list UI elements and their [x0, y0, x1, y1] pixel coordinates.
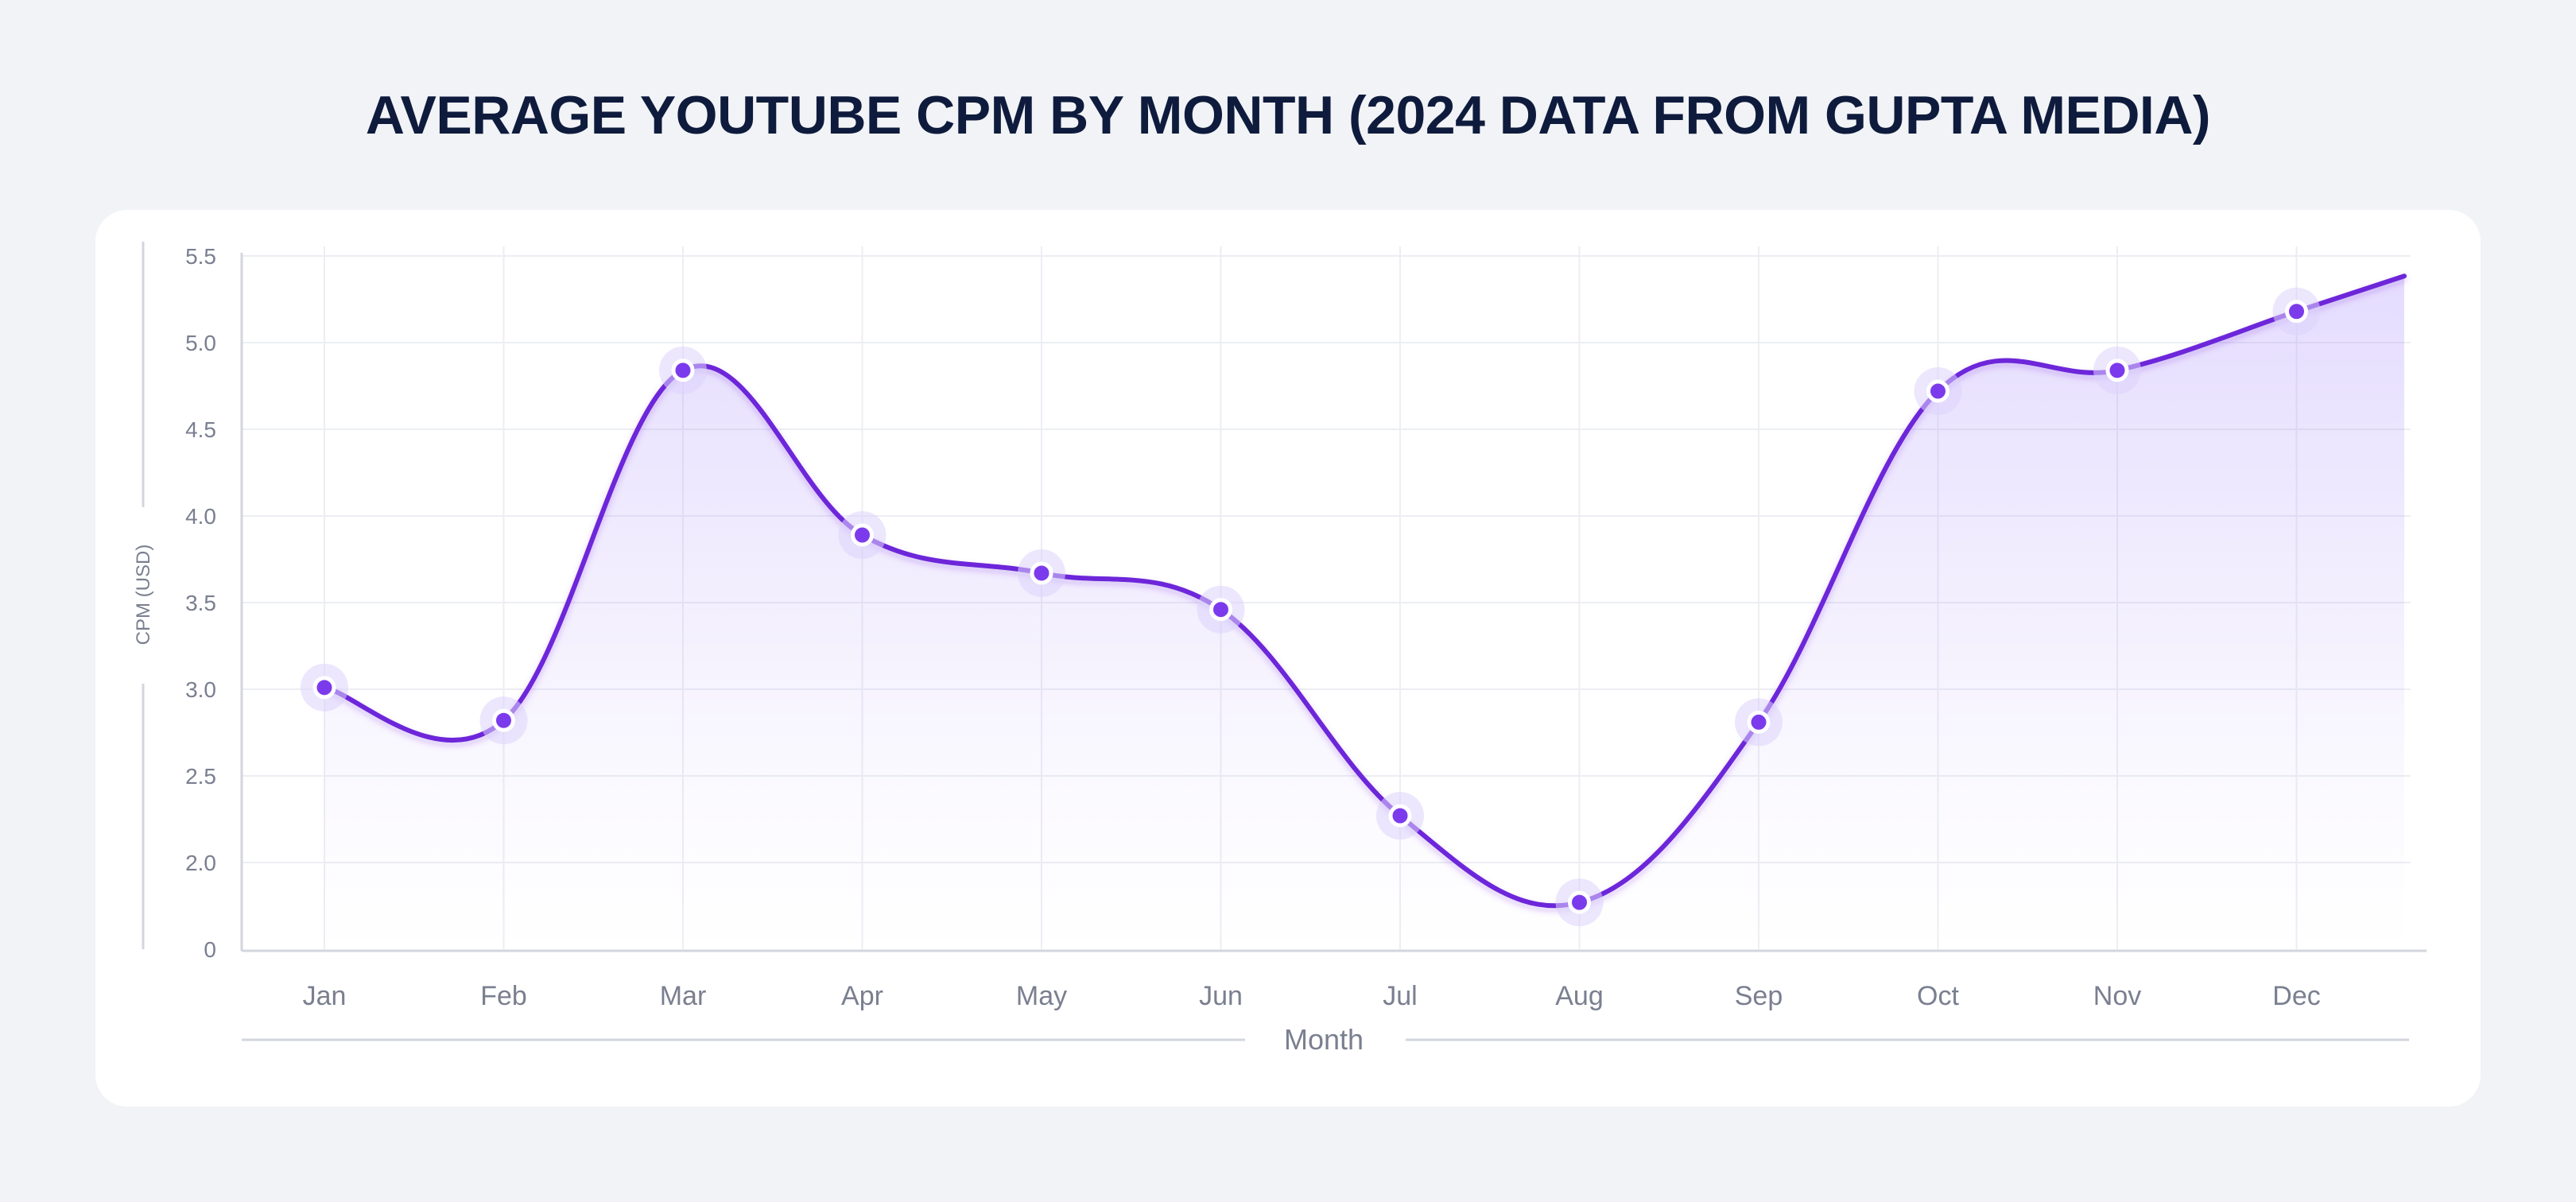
x-axis-title: Month: [1284, 1023, 1364, 1056]
data-point-nov[interactable]: [2093, 346, 2141, 394]
chart-title: AVERAGE YOUTUBE CPM BY MONTH (2024 DATA …: [365, 85, 2211, 145]
data-point-jul[interactable]: [1376, 792, 1424, 840]
data-point-feb[interactable]: [479, 696, 528, 745]
axis-titles: CPM (USD) Month: [133, 242, 2409, 1056]
x-tick-label-may: May: [1016, 981, 1067, 1011]
x-tick-label-sep: Sep: [1735, 981, 1783, 1011]
area-fill: [324, 276, 2404, 949]
x-tick-label-dec: Dec: [2272, 981, 2320, 1011]
data-point-apr[interactable]: [838, 510, 886, 559]
data-point-marker: [1209, 598, 1232, 622]
data-point-oct[interactable]: [1914, 367, 1962, 416]
x-tick-label-feb: Feb: [480, 981, 527, 1011]
series-line: [322, 273, 2407, 909]
data-point-dec[interactable]: [2272, 287, 2321, 335]
data-point-marker: [312, 676, 336, 700]
data-point-marker: [2105, 359, 2129, 382]
y-tick-label-8: 5.5: [185, 244, 216, 269]
x-tick-labels: Jan Feb Mar Apr May Jun Jul Aug Sep Oct Nov Dec: [303, 981, 2321, 1011]
x-tick-label-apr: Apr: [841, 981, 883, 1011]
axes: [240, 253, 2427, 952]
x-tick-label-mar: Mar: [660, 981, 707, 1011]
data-point-marker: [1030, 561, 1053, 585]
data-point-may[interactable]: [1018, 549, 1065, 597]
y-tick-label-0: 0: [204, 937, 216, 962]
data-point-marker: [1926, 379, 1949, 403]
data-point-aug[interactable]: [1555, 878, 1604, 927]
x-tick-label-jan: Jan: [303, 981, 347, 1011]
chart-card: 0 2.0 2.5 3.0 3.5 4.0 4.5 5.0 5.5 Jan Feb Mar Apr Ma…: [95, 210, 2481, 1107]
area-chart: 0 2.0 2.5 3.0 3.5 4.0 4.5 5.0 5.5 Jan Feb Mar Apr Ma…: [133, 242, 2427, 1056]
data-point-marker: [492, 708, 515, 732]
x-tick-label-nov: Nov: [2093, 981, 2141, 1011]
data-point-jun[interactable]: [1197, 585, 1245, 634]
data-point-jan[interactable]: [301, 663, 348, 712]
x-tick-label-aug: Aug: [1555, 981, 1604, 1011]
y-tick-label-7: 5.0: [185, 331, 216, 355]
y-tick-label-1: 2.0: [185, 851, 216, 875]
y-tick-label-3: 3.0: [185, 677, 216, 702]
data-point-marker: [671, 359, 695, 382]
data-point-marker: [851, 523, 874, 547]
y-tick-label-5: 4.0: [185, 504, 216, 529]
y-axis-title: CPM (USD): [133, 545, 154, 646]
data-point-mar[interactable]: [659, 346, 707, 394]
y-tick-label-6: 4.5: [185, 417, 216, 442]
data-point-sep[interactable]: [1735, 698, 1783, 746]
data-point-marker: [2285, 300, 2308, 324]
x-tick-label-jun: Jun: [1199, 981, 1243, 1011]
x-tick-label-oct: Oct: [1917, 981, 1959, 1011]
y-tick-label-4: 3.5: [185, 591, 216, 615]
y-tick-label-2: 2.5: [185, 764, 216, 789]
data-points: [301, 287, 2321, 927]
data-point-marker: [1568, 890, 1591, 914]
y-tick-labels: 0 2.0 2.5 3.0 3.5 4.0 4.5 5.0 5.5: [185, 244, 216, 962]
data-point-marker: [1747, 710, 1771, 734]
data-point-marker: [1388, 804, 1412, 828]
x-tick-label-jul: Jul: [1383, 981, 1417, 1011]
